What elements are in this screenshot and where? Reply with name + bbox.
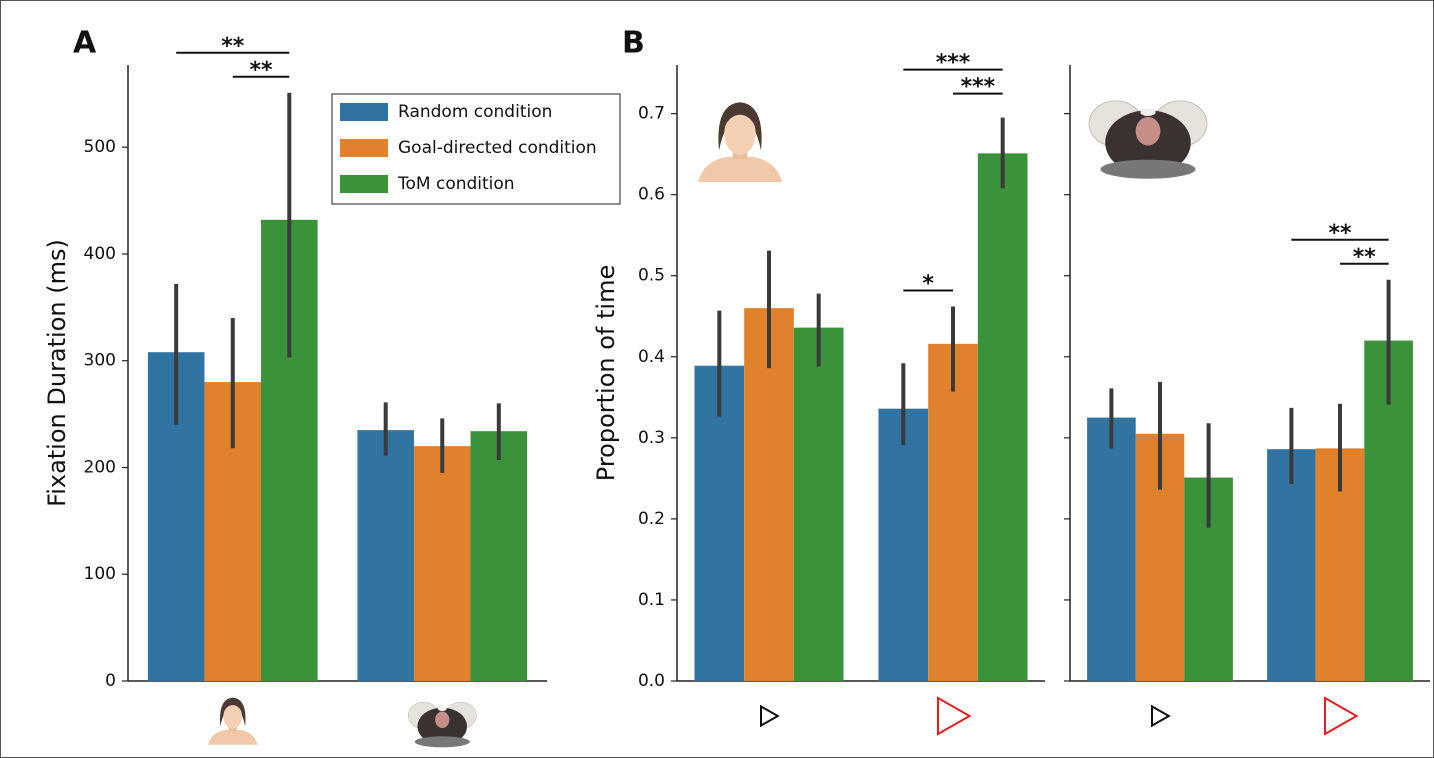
y-tick-label: 0.6 — [638, 185, 665, 205]
bar — [978, 153, 1028, 681]
icon-shape — [435, 712, 449, 729]
icon-shape — [415, 736, 470, 747]
y-tick-label: 200 — [84, 457, 116, 477]
y-tick-label: 0.0 — [638, 671, 665, 691]
y-tick-label: 400 — [84, 244, 116, 264]
y-tick-label: 0.2 — [638, 509, 665, 529]
significance-stars: *** — [961, 75, 996, 100]
icon-shape — [208, 730, 258, 745]
y-tick-label: 0.7 — [638, 104, 665, 124]
icon-shape — [438, 707, 447, 711]
legend-label: ToM condition — [397, 174, 515, 194]
y-tick-label: 0 — [105, 671, 116, 691]
legend-swatch — [340, 103, 388, 121]
bar — [471, 431, 528, 681]
y-tick-label: 500 — [84, 137, 116, 157]
human-icon — [698, 102, 782, 182]
panel-label: B — [622, 26, 645, 61]
marmoset-icon — [1089, 101, 1207, 179]
bar — [794, 328, 844, 681]
icon-shape — [1136, 117, 1161, 146]
legend-swatch — [340, 175, 388, 193]
condition-icon — [1152, 706, 1169, 725]
y-axis-label: Proportion of time — [592, 265, 620, 481]
figure: 0 100 200 300 400 500 Fixation Duration (ms) A *… — [0, 0, 1434, 758]
bar — [357, 430, 414, 681]
bar — [414, 446, 471, 681]
human-icon — [208, 698, 258, 745]
icon-shape — [698, 157, 782, 182]
condition-icon — [761, 706, 778, 725]
legend-swatch — [340, 139, 388, 157]
bar — [928, 344, 978, 681]
legend-label: Random condition — [398, 102, 552, 122]
condition-icon — [1325, 698, 1357, 734]
y-tick-label: 0.1 — [638, 590, 665, 610]
y-tick-label: 100 — [84, 564, 116, 584]
icon-shape — [1101, 160, 1196, 179]
significance-stars: ** — [1328, 221, 1352, 246]
significance-stars: *** — [936, 51, 971, 76]
y-tick-label: 0.3 — [638, 428, 665, 448]
panel-label: A — [73, 26, 97, 61]
y-axis-label: Fixation Duration (ms) — [43, 239, 71, 507]
condition-icon — [938, 698, 970, 734]
significance-stars: ** — [221, 34, 245, 59]
significance-stars: * — [922, 272, 934, 297]
significance-stars: ** — [1353, 245, 1377, 270]
y-tick-label: 300 — [84, 351, 116, 371]
significance-stars: ** — [250, 58, 274, 83]
bar — [1087, 418, 1136, 681]
icon-shape — [1140, 108, 1155, 116]
y-tick-label: 0.5 — [638, 266, 665, 286]
legend-label: Goal-directed condition — [398, 138, 597, 158]
bar — [878, 409, 928, 681]
marmoset-icon — [408, 702, 476, 747]
y-tick-label: 0.4 — [638, 347, 665, 367]
